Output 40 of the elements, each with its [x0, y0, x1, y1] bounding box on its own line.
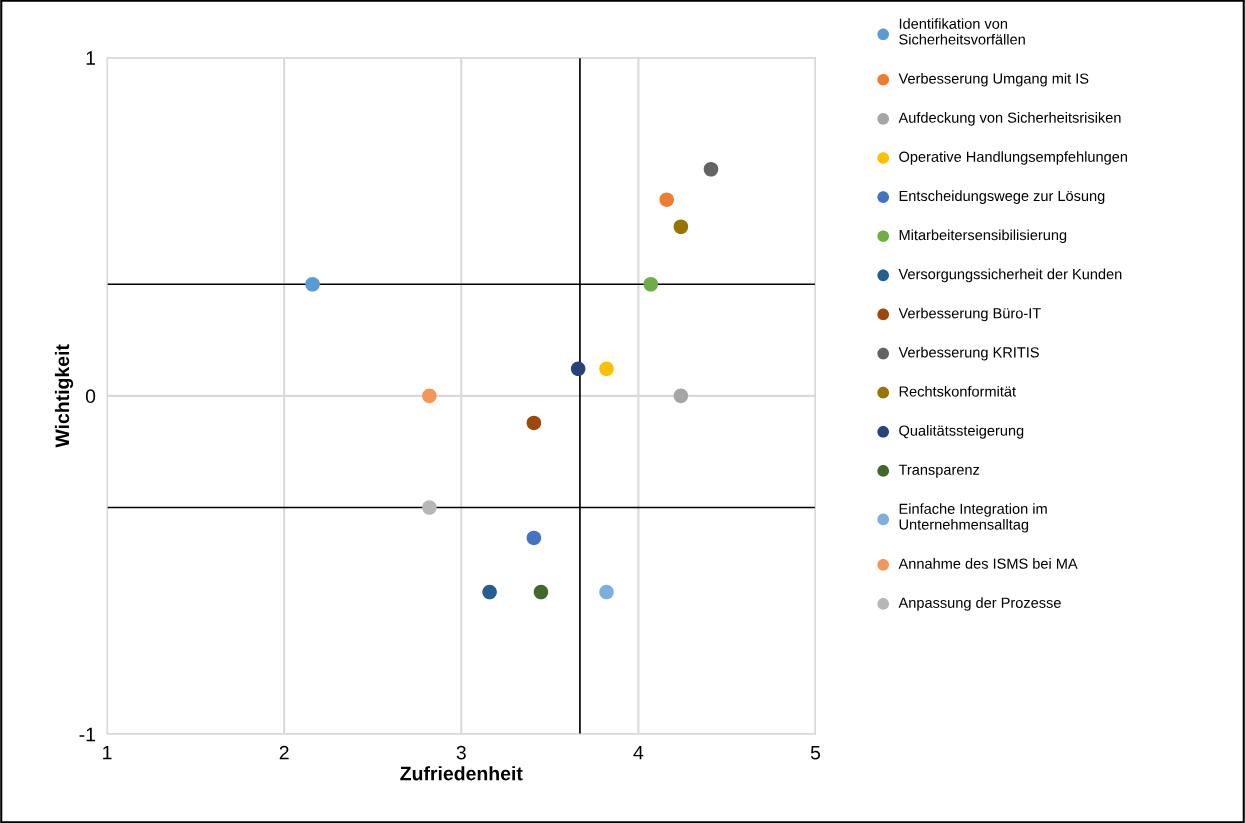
legend-label: Verbesserung Umgang mit IS: [898, 73, 1089, 87]
point: [526, 415, 542, 431]
legend-label: Rechtskonformität: [899, 385, 1016, 397]
point: [482, 584, 497, 600]
point: [570, 361, 586, 377]
y-tick-label: 1: [86, 51, 96, 65]
x-axis-title: Zufriedenheit: [400, 766, 523, 781]
point: [526, 530, 542, 546]
point: [659, 192, 674, 207]
legend-label: Einfache Integration im Unternehmensalltag: [899, 503, 1047, 533]
point: [305, 276, 320, 292]
point: [599, 361, 614, 377]
point: [643, 276, 659, 292]
point: [422, 388, 437, 404]
legend-label: Versorgungssicherheit der Kunden: [898, 268, 1122, 283]
legend-label: Identifikation von Sicherheitsvorfällen: [899, 18, 1025, 45]
legend-label: Verbesserung Büro-IT: [898, 307, 1041, 322]
legend-label: Transparenz: [898, 464, 980, 478]
point: [673, 388, 689, 404]
point: [422, 500, 437, 515]
x-tick-label: 5: [810, 745, 821, 760]
point: [673, 219, 689, 235]
x-tick-label: 2: [279, 745, 289, 760]
point: [703, 161, 719, 177]
point: [533, 584, 549, 600]
point: [599, 584, 614, 600]
legend-label: Mitarbeitersensibilisierung: [899, 229, 1067, 244]
legend-label: Operative Handlungsempfehlungen: [899, 151, 1128, 165]
y-axis-title: Wichtigkeit: [54, 344, 74, 448]
y-tick-label: 0: [85, 389, 96, 404]
legend-label: Anpassung der Prozesse: [898, 597, 1061, 611]
x-tick-label: 3: [456, 745, 466, 760]
y-tick-label: -1: [79, 727, 96, 742]
x-tick-label: 4: [633, 745, 644, 760]
legend-label: Aufdeckung von Sicherheitsrisiken: [898, 112, 1121, 126]
legend-label: Annahme des ISMS bei MA: [898, 558, 1078, 569]
legend-label: Entscheidungswege zur Lösung: [899, 190, 1105, 204]
x-tick-label: 1: [103, 745, 112, 760]
legend-label: Qualitätssteigerung: [899, 425, 1024, 439]
legend-label: Verbesserung KRITIS: [898, 346, 1039, 361]
